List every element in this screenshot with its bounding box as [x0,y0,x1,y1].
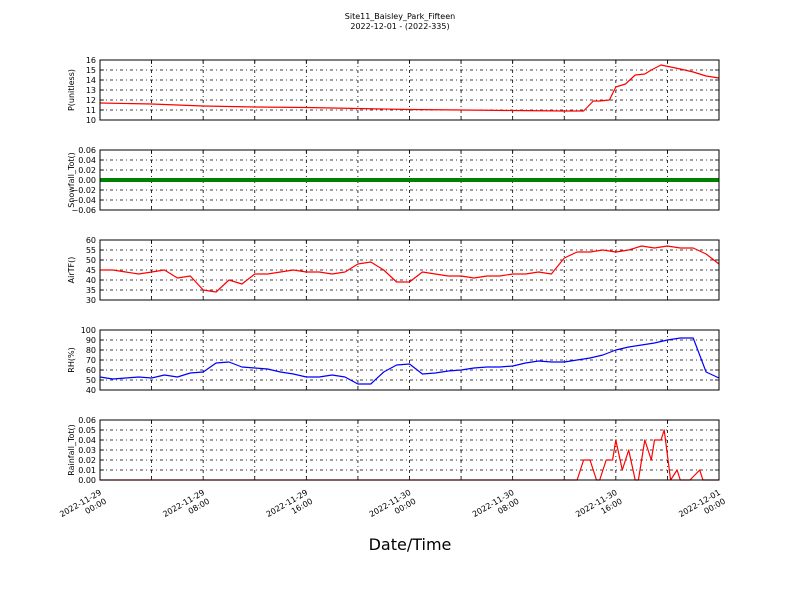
x-tick-label: 2022-11-3000:00 [368,488,418,528]
y-tick-label: 50 [86,256,96,265]
chart-panel-2: −0.06−0.04−0.020.000.020.040.06Snowfall_… [67,146,720,215]
y-tick-label: −0.04 [71,196,96,205]
y-tick-label: 0.04 [78,156,96,165]
plot-frame [99,329,720,391]
y-tick-label: 0.04 [78,436,96,445]
y-tick-label: 30 [86,296,96,305]
figure-subtitle: 2022-12-01 - (2022-335) [350,22,449,31]
y-tick-label: 0.03 [78,446,96,455]
x-axis-label: Date/Time [369,535,452,554]
y-axis-label: AirTF() [67,257,76,284]
y-tick-label: 40 [86,276,96,285]
y-tick-label: 0.06 [78,416,96,425]
y-tick-label: 11 [86,106,96,115]
y-axis-label: RH(%) [67,347,76,372]
series-line [100,245,720,293]
x-tick-label: 2022-11-2916:00 [265,488,315,528]
y-tick-label: 45 [86,266,96,275]
x-tick-label: 2022-11-3008:00 [471,488,521,528]
y-axis-label: Rainfall_Tot() [67,424,76,476]
y-tick-label: 100 [81,326,96,335]
y-tick-label: 13 [86,86,96,95]
y-tick-label: 90 [86,336,96,345]
y-tick-label: −0.06 [71,206,96,215]
y-tick-label: 12 [86,96,96,105]
figure-title: Site11_Baisley_Park_Fifteen [345,12,455,21]
plot-frame [99,419,720,481]
y-tick-label: 40 [86,386,96,395]
y-tick-label: 0.02 [78,456,96,465]
y-tick-label: 0.05 [78,426,96,435]
y-tick-label: 35 [86,286,96,295]
y-tick-label: 16 [86,56,96,65]
y-tick-label: 0.00 [78,476,96,485]
y-tick-label: 0.01 [78,466,96,475]
x-tick-label: 2022-11-2900:00 [58,488,108,528]
y-tick-label: −0.02 [71,186,96,195]
chart-panel-5: 0.000.010.020.030.040.050.06Rainfall_Tot… [58,416,727,528]
y-axis-label: Snowfall_Tot() [67,152,76,208]
y-tick-label: 80 [86,346,96,355]
series-line [99,337,720,385]
plot-frame [99,239,720,301]
y-tick-label: 10 [86,116,96,125]
y-tick-label: 0.00 [78,176,96,185]
y-tick-label: 15 [86,66,96,75]
plot-frame [99,149,720,211]
x-tick-label: 2022-11-2908:00 [161,488,211,528]
y-tick-label: 0.06 [78,146,96,155]
x-tick-label: 2022-12-0100:00 [677,488,727,528]
y-tick-label: 70 [86,356,96,365]
series-line [99,64,720,112]
y-tick-label: 55 [86,246,96,255]
y-tick-label: 60 [86,236,96,245]
y-tick-label: 14 [86,76,96,85]
y-axis-label: P(unitless) [67,69,76,111]
x-tick-label: 2022-11-3016:00 [574,488,624,528]
y-tick-label: 0.02 [78,166,96,175]
y-tick-label: 60 [86,366,96,375]
plot-frame [99,59,720,121]
y-tick-label: 50 [86,376,96,385]
